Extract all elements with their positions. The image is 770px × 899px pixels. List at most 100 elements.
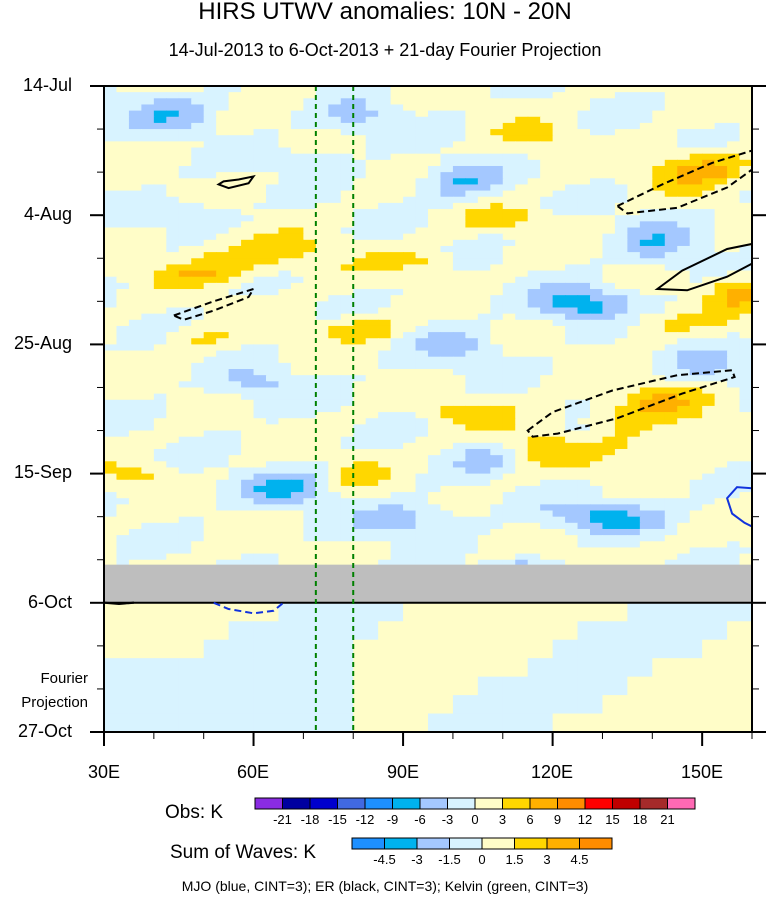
waves-colorbar-swatch xyxy=(546,837,580,850)
field-cell xyxy=(689,319,703,327)
field-cell xyxy=(365,510,379,518)
field-cell xyxy=(241,116,255,124)
field-cell xyxy=(652,381,666,389)
field-cell xyxy=(116,412,130,419)
field-cell xyxy=(502,362,516,370)
field-cell xyxy=(727,239,741,247)
field-cell xyxy=(116,196,130,204)
field-cell xyxy=(739,369,752,376)
field-cell xyxy=(191,233,205,241)
field-cell xyxy=(390,479,404,487)
projection-cell xyxy=(552,713,579,732)
projection-cell xyxy=(253,658,280,678)
field-cell xyxy=(216,387,230,395)
field-cell xyxy=(266,455,280,462)
field-cell xyxy=(477,369,491,376)
field-cell xyxy=(104,122,118,130)
field-cell xyxy=(191,276,205,284)
field-cell xyxy=(415,393,429,401)
field-cell xyxy=(540,104,554,112)
field-cell xyxy=(178,233,192,241)
field-cell xyxy=(552,547,566,555)
field-cell xyxy=(602,338,616,345)
field-cell xyxy=(689,369,703,376)
projection-cell xyxy=(702,621,728,641)
field-cell xyxy=(290,227,304,235)
field-cell xyxy=(390,424,404,432)
field-cell xyxy=(303,276,317,284)
field-cell xyxy=(614,270,628,278)
field-cell xyxy=(452,430,466,438)
field-cell xyxy=(602,498,616,505)
field-cell xyxy=(415,270,429,278)
field-cell xyxy=(515,387,529,395)
field-cell xyxy=(315,442,329,450)
field-cell xyxy=(565,86,579,93)
field-cell xyxy=(477,264,491,272)
field-cell xyxy=(378,344,392,352)
field-cell xyxy=(303,442,317,450)
field-cell xyxy=(590,252,604,259)
field-cell xyxy=(440,522,454,530)
field-cell xyxy=(452,399,466,407)
field-cell xyxy=(353,356,367,364)
field-cell xyxy=(677,239,691,247)
field-cell xyxy=(602,448,616,456)
field-cell xyxy=(116,116,130,124)
field-cell xyxy=(552,448,566,456)
field-cell xyxy=(515,116,529,124)
field-cell xyxy=(739,412,752,419)
field-cell xyxy=(490,301,504,309)
field-cell xyxy=(104,110,118,118)
field-cell xyxy=(315,479,329,487)
field-cell xyxy=(353,338,367,345)
field-cell xyxy=(278,190,292,198)
field-cell xyxy=(627,209,641,216)
field-cell xyxy=(340,196,354,204)
field-cell xyxy=(378,467,392,475)
field-cell xyxy=(191,516,205,524)
field-cell xyxy=(203,129,217,136)
field-cell xyxy=(378,375,392,382)
field-cell xyxy=(178,510,192,518)
field-cell xyxy=(565,289,579,296)
field-cell xyxy=(502,498,516,505)
field-cell xyxy=(502,424,516,432)
field-cell xyxy=(552,141,566,149)
field-cell xyxy=(515,289,529,296)
field-cell xyxy=(590,116,604,124)
projection-cell xyxy=(278,676,304,696)
field-cell xyxy=(365,209,379,216)
field-cell xyxy=(266,485,280,493)
field-cell xyxy=(465,332,479,339)
field-cell xyxy=(178,430,192,438)
field-cell xyxy=(727,141,741,149)
field-cell xyxy=(353,289,367,296)
field-cell xyxy=(565,258,579,266)
field-cell xyxy=(328,412,342,419)
field-cell xyxy=(677,221,691,229)
field-cell xyxy=(465,350,479,358)
field-cell xyxy=(627,430,641,438)
projection-cell xyxy=(303,713,329,732)
field-cell xyxy=(727,245,741,253)
field-cell xyxy=(266,313,280,321)
field-cell xyxy=(303,110,317,118)
field-cell xyxy=(166,405,180,413)
field-cell xyxy=(353,209,367,216)
field-cell xyxy=(378,504,392,512)
field-cell xyxy=(128,528,142,536)
field-cell xyxy=(340,227,354,235)
field-cell xyxy=(228,233,242,241)
field-cell xyxy=(627,196,641,204)
field-cell xyxy=(116,442,130,450)
field-cell xyxy=(702,412,716,419)
field-cell xyxy=(315,510,329,518)
field-cell xyxy=(702,485,716,493)
field-cell xyxy=(739,165,752,173)
field-cell xyxy=(602,350,616,358)
field-cell xyxy=(577,510,591,518)
field-cell xyxy=(116,467,130,475)
projection-cell xyxy=(727,639,752,659)
field-cell xyxy=(702,159,716,167)
